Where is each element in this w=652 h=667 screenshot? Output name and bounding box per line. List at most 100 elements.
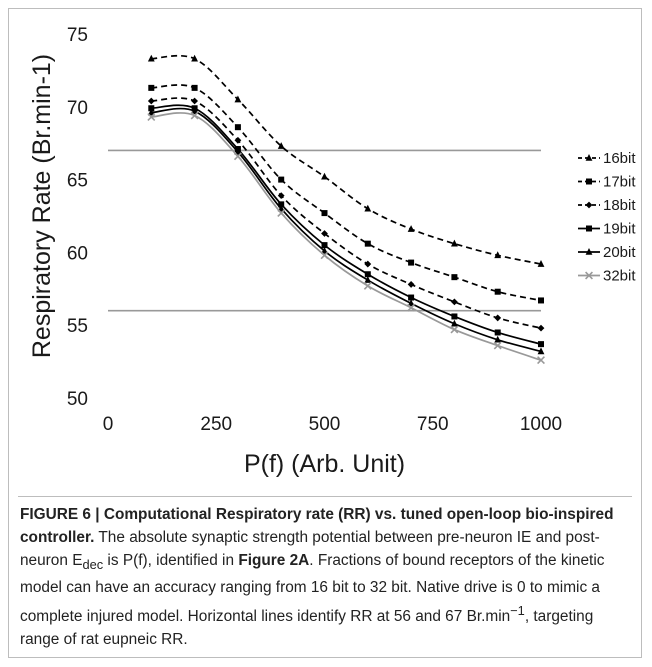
data-point-32bit-stroke-b: [537, 356, 545, 365]
legend-swatch-marker: [585, 201, 593, 209]
caption-label: FIGURE 6 | Computational Respiratory rat…: [20, 506, 614, 546]
data-point-32bit: [450, 325, 459, 334]
series-16bit: [147, 54, 545, 267]
data-point-32bit-stroke-b: [450, 325, 459, 334]
data-point-32bit: [493, 341, 502, 350]
data-point-32bit-stroke-b: [493, 341, 502, 350]
y-tick-label: 65: [67, 171, 88, 192]
data-point-17bit: [234, 124, 241, 131]
data-point-32bit-stroke-b: [320, 251, 329, 260]
data-point-32bit-stroke-b: [147, 113, 156, 121]
data-point-16bit: [191, 54, 198, 62]
data-point-20bit: [191, 107, 198, 114]
data-point-20bit: [537, 347, 545, 355]
data-point-16bit: [147, 54, 155, 62]
legend-entry-19bit: 19bit: [578, 221, 636, 238]
y-tick-label: 50: [67, 389, 88, 410]
data-point-17bit: [321, 210, 328, 217]
data-point-32bit-stroke-b: [277, 209, 286, 218]
data-point-18bit: [321, 230, 328, 237]
figure-frame: [8, 8, 642, 658]
data-point-17bit: [408, 259, 415, 266]
data-point-18bit: [407, 281, 415, 288]
data-point-20bit: [451, 319, 458, 327]
data-point-18bit: [537, 324, 545, 332]
figure-caption: FIGURE 6 | Computational Respiratory rat…: [20, 503, 632, 651]
legend-swatch-marker: [585, 154, 593, 161]
data-point-19bit: [451, 313, 458, 320]
legend-label: 32bit: [603, 268, 636, 285]
data-point-17bit: [364, 240, 371, 247]
y-axis-title: Respiratory Rate (Br.min-1): [28, 54, 56, 358]
data-point-32bit-stroke-b: [233, 152, 242, 161]
legend-swatch-marker: [585, 271, 593, 280]
legend-label: 17bit: [603, 174, 636, 191]
caption-superscript: −1: [510, 603, 525, 619]
data-point-32bit: [320, 251, 329, 260]
data-point-18bit: [234, 136, 242, 144]
series-32bit: [147, 111, 545, 365]
data-point-20bit: [321, 246, 328, 254]
caption-text-4: , targeting range of rat eupneic RR.: [20, 608, 594, 649]
series-20bit: [147, 107, 545, 355]
y-tick-label: 70: [67, 98, 88, 119]
data-point-32bit: [363, 281, 372, 290]
data-point-16bit: [234, 95, 242, 103]
data-point-19bit: [148, 105, 155, 112]
legend-entry-16bit: 16bit: [578, 150, 636, 167]
legend-entry-20bit: 20bit: [578, 244, 636, 261]
data-point-18bit: [364, 260, 372, 268]
data-point-32bit: [407, 303, 416, 312]
x-tick-label: 1000: [520, 414, 562, 435]
series-17bit: [148, 84, 544, 304]
data-point-16bit: [321, 172, 328, 180]
data-point-19bit: [408, 294, 415, 301]
x-tick-label: 0: [103, 414, 114, 435]
data-point-20bit: [147, 108, 155, 116]
data-point-17bit: [278, 176, 285, 183]
y-tick-label: 60: [67, 243, 88, 264]
data-point-16bit: [494, 251, 502, 259]
x-tick-label: 250: [200, 414, 232, 435]
data-point-17bit: [451, 274, 458, 281]
x-tick-label: 750: [417, 414, 449, 435]
data-point-32bit-stroke-b: [190, 111, 199, 120]
data-point-19bit: [321, 242, 328, 249]
caption-divider: [18, 496, 632, 497]
data-point-32bit: [233, 152, 242, 161]
data-point-32bit: [537, 356, 545, 365]
data-point-16bit: [364, 204, 372, 212]
y-tick-label: 55: [67, 316, 88, 337]
data-point-19bit: [364, 271, 371, 278]
series-line-17bit: [151, 84, 542, 302]
legend-swatch-marker: [586, 178, 592, 185]
data-point-18bit: [277, 192, 285, 200]
legend-entry-18bit: 18bit: [578, 197, 636, 214]
data-point-19bit: [494, 329, 501, 336]
series-line-19bit: [151, 104, 542, 345]
legend-label: 16bit: [603, 150, 636, 167]
data-point-18bit: [147, 97, 155, 105]
series-group: [147, 54, 545, 365]
caption-text-2: is P(f), identified in: [103, 552, 239, 569]
series-line-16bit: [151, 54, 542, 265]
legend-entry-32bit: 32bit: [578, 268, 636, 285]
x-tick-label: 500: [309, 414, 341, 435]
data-point-18bit: [451, 298, 458, 306]
legend-label: 20bit: [603, 244, 636, 261]
legend-label: 18bit: [603, 197, 636, 214]
data-point-20bit: [407, 299, 415, 307]
data-point-16bit: [277, 142, 285, 149]
data-point-18bit: [191, 97, 198, 105]
data-point-19bit: [538, 341, 544, 348]
data-point-18bit: [494, 314, 502, 322]
legend: 16bit 17bit 18bit 19bit 20bit 32bit: [578, 150, 636, 285]
data-point-17bit: [538, 297, 544, 304]
x-axis-title: P(f) (Arb. Unit): [244, 450, 405, 478]
legend-swatch-marker-stroke-b: [585, 271, 593, 280]
data-point-17bit: [191, 84, 198, 91]
legend-swatch-marker: [586, 225, 592, 232]
data-point-20bit: [494, 335, 502, 343]
